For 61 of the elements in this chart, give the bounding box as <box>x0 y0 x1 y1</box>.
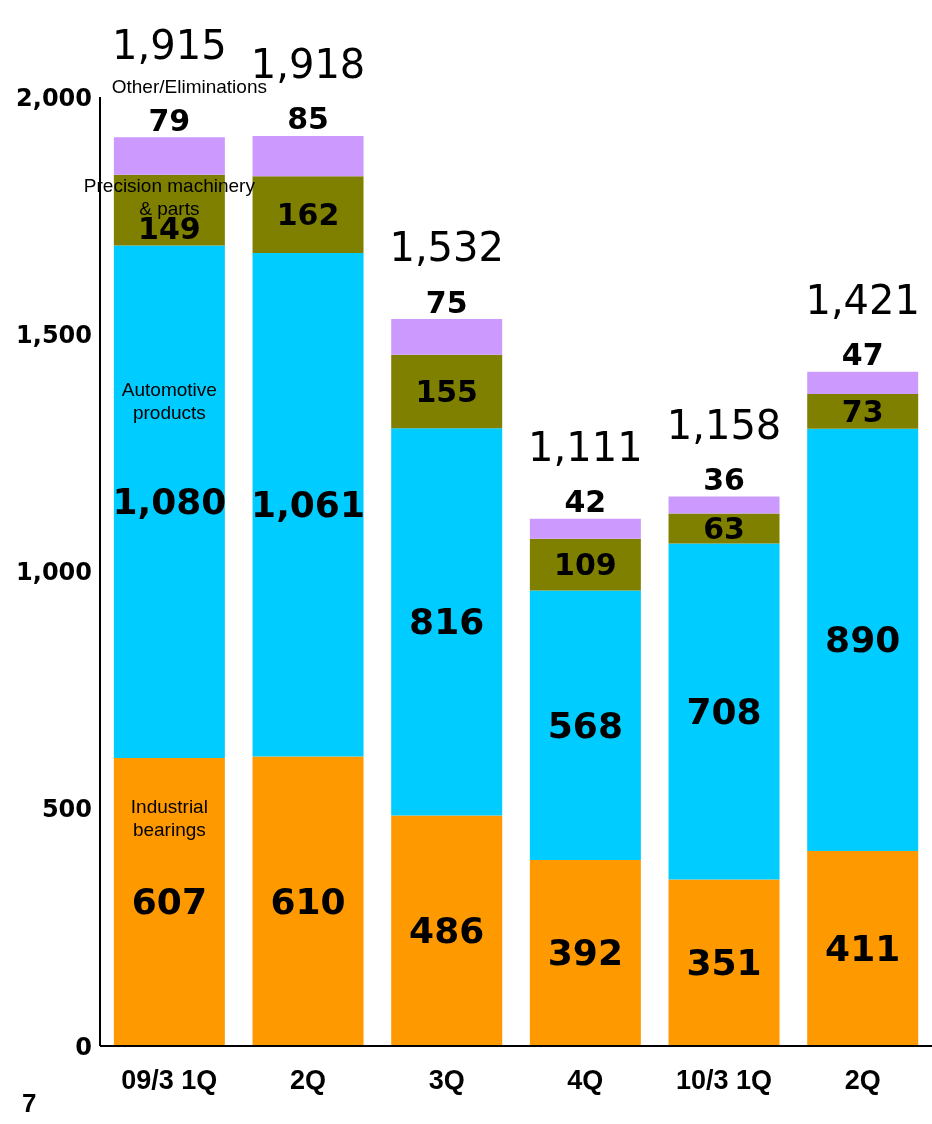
data-label: 1,080 <box>112 481 227 523</box>
text: 7 <box>22 1088 37 1119</box>
x-tick-label: 2Q <box>844 1065 881 1096</box>
total-label: 1,421 <box>805 276 920 323</box>
x-tick-label: 10/3 1Q <box>675 1065 773 1096</box>
data-label: 890 <box>825 619 901 661</box>
y-tick-label: 1,500 <box>16 320 92 349</box>
bar <box>113 757 225 1046</box>
total-label: 1,158 <box>666 401 782 448</box>
x-tick-label: 4Q <box>567 1065 604 1096</box>
data-label: 85 <box>287 101 329 137</box>
x-tick-label: 3Q <box>428 1065 465 1096</box>
bar <box>529 518 641 539</box>
data-label: 411 <box>825 927 901 969</box>
data-label: 1,061 <box>251 484 365 526</box>
bar <box>391 815 503 1046</box>
data-label: 392 <box>547 932 623 974</box>
bar <box>529 860 641 1046</box>
data-label: 155 <box>415 373 479 409</box>
bar <box>391 354 503 429</box>
bar <box>252 253 364 757</box>
y-tick-label: 1,000 <box>16 558 92 587</box>
total-label: 1,915 <box>112 22 227 69</box>
bar <box>113 137 225 175</box>
bar <box>391 428 503 816</box>
bar <box>252 756 364 1046</box>
data-label: 162 <box>276 197 340 233</box>
y-tick-label: 500 <box>41 795 92 824</box>
data-label: 42 <box>564 484 607 520</box>
bar <box>807 850 919 1046</box>
total-label: 1,532 <box>389 224 504 271</box>
data-label: 486 <box>409 910 485 952</box>
bar <box>807 428 919 851</box>
data-label: 708 <box>686 690 762 732</box>
data-label: 568 <box>547 704 623 746</box>
x-tick-label: 09/3 1Q <box>121 1065 218 1096</box>
data-label: 610 <box>270 880 346 922</box>
y-tick-label: 2,000 <box>16 83 92 112</box>
bar <box>807 371 919 395</box>
data-label: 47 <box>841 337 884 373</box>
data-label: 75 <box>425 284 468 320</box>
bar <box>391 319 503 355</box>
bar <box>668 543 780 880</box>
bar <box>668 879 780 1046</box>
data-label: 607 <box>131 881 207 923</box>
data-label: 109 <box>554 547 617 583</box>
series-label: Industrial bearings <box>130 795 208 840</box>
series-label: Automotive products <box>121 378 217 423</box>
bar <box>668 496 780 514</box>
data-label: 63 <box>703 511 745 547</box>
bar <box>113 245 225 758</box>
x-tick-label: 2Q <box>289 1065 327 1096</box>
total-label: 1,111 <box>528 423 643 470</box>
data-label: 36 <box>703 462 745 498</box>
bar <box>252 135 364 177</box>
data-label: 816 <box>409 601 485 643</box>
data-label: 351 <box>686 942 762 984</box>
data-label: 79 <box>148 102 191 138</box>
bar <box>529 590 641 860</box>
data-label: 73 <box>841 393 884 429</box>
y-tick-label: 0 <box>75 1032 92 1061</box>
